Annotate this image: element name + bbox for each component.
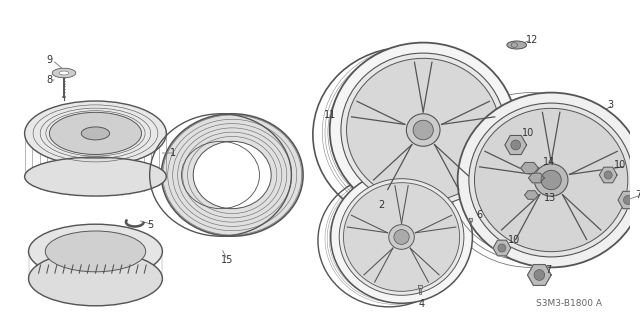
Text: 10: 10 (614, 160, 627, 170)
Ellipse shape (331, 171, 472, 303)
Ellipse shape (458, 93, 640, 267)
Polygon shape (493, 240, 511, 256)
Polygon shape (529, 173, 544, 183)
Text: 10: 10 (522, 128, 534, 138)
Circle shape (534, 270, 545, 280)
Text: 8: 8 (46, 75, 52, 85)
Polygon shape (527, 264, 551, 286)
Ellipse shape (534, 164, 568, 196)
Polygon shape (419, 285, 422, 288)
Text: 6: 6 (476, 210, 483, 220)
Ellipse shape (341, 53, 506, 207)
Text: 13: 13 (544, 193, 557, 203)
Circle shape (623, 196, 632, 204)
Text: S3M3-B1800 A: S3M3-B1800 A (536, 300, 602, 308)
Circle shape (604, 171, 612, 179)
Ellipse shape (469, 103, 634, 257)
Text: 3: 3 (607, 100, 613, 110)
Polygon shape (505, 136, 527, 154)
Text: 12: 12 (525, 35, 538, 45)
Polygon shape (469, 218, 472, 221)
Text: 14: 14 (543, 157, 556, 167)
Ellipse shape (388, 225, 414, 249)
Polygon shape (520, 163, 538, 174)
Text: 11: 11 (324, 110, 336, 120)
Ellipse shape (346, 58, 500, 202)
Ellipse shape (330, 43, 516, 218)
Text: 7: 7 (635, 190, 640, 200)
Ellipse shape (507, 41, 527, 49)
Ellipse shape (193, 141, 271, 209)
Ellipse shape (49, 112, 141, 154)
Text: 2: 2 (378, 200, 384, 210)
Ellipse shape (339, 179, 464, 295)
Circle shape (498, 244, 506, 252)
Ellipse shape (344, 183, 460, 291)
Ellipse shape (24, 157, 166, 196)
Ellipse shape (60, 71, 68, 75)
Polygon shape (618, 191, 637, 209)
Polygon shape (600, 167, 617, 183)
Text: 4: 4 (419, 299, 424, 309)
Text: 1: 1 (170, 148, 177, 158)
Ellipse shape (406, 114, 440, 146)
Ellipse shape (52, 68, 76, 78)
Ellipse shape (81, 127, 109, 140)
Ellipse shape (413, 120, 433, 140)
Circle shape (511, 140, 520, 150)
Text: 5: 5 (148, 220, 154, 230)
Ellipse shape (541, 170, 561, 190)
Text: 7: 7 (545, 265, 552, 275)
Text: 15: 15 (221, 255, 234, 265)
Ellipse shape (45, 231, 146, 272)
Ellipse shape (161, 114, 303, 236)
Text: 9: 9 (46, 55, 52, 65)
Ellipse shape (29, 224, 163, 278)
Ellipse shape (394, 230, 409, 244)
Ellipse shape (29, 251, 163, 306)
Ellipse shape (474, 108, 628, 252)
Polygon shape (525, 191, 538, 199)
Text: 10: 10 (508, 235, 520, 245)
Ellipse shape (24, 101, 166, 166)
